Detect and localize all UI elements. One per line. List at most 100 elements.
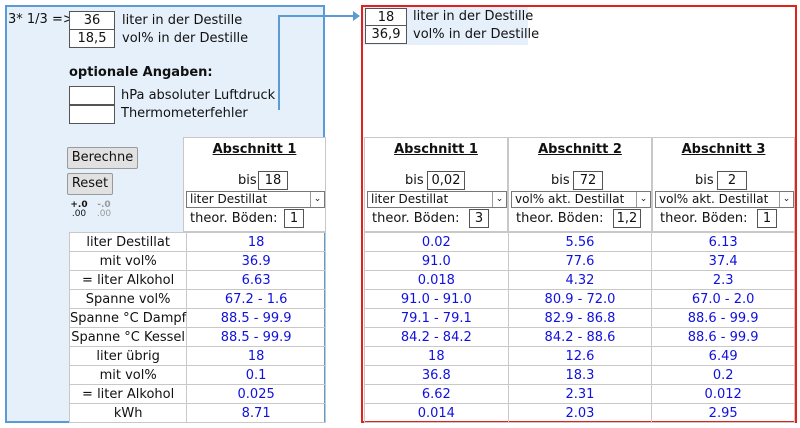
row-value: 67.0 - 2.0 xyxy=(651,289,795,309)
table-row: Spanne °C Kessel 88.5 - 99.9 xyxy=(68,327,326,347)
row-label: = liter Alkohol xyxy=(68,270,188,290)
row-value: 12.6 xyxy=(507,346,653,366)
chevron-down-icon: ⌄ xyxy=(636,192,650,207)
section-select-value: vol% akt. Destillat xyxy=(515,192,625,206)
bis-label: bis xyxy=(238,173,257,188)
row-value: 36.8 xyxy=(364,365,509,385)
row-value: 88.5 - 99.9 xyxy=(186,327,326,347)
left-liter-label: liter in der Destille xyxy=(122,13,243,28)
row-value: 0.02 xyxy=(364,232,509,252)
calculate-button[interactable]: Berechne xyxy=(67,147,138,169)
row-value: 79.1 - 79.1 xyxy=(364,308,509,328)
table-row: liter Destillat 18 xyxy=(68,232,326,252)
table-row: kWh 8.71 xyxy=(68,403,326,423)
boeden-label: theor. Böden: xyxy=(372,211,460,226)
row-label: kWh xyxy=(68,403,188,423)
bis-label: bis xyxy=(405,173,424,188)
row-value: 0.014 xyxy=(364,403,509,423)
row-value: 0.025 xyxy=(186,384,326,404)
table-row: = liter Alkohol 6.63 xyxy=(68,270,326,290)
arrow-head-icon xyxy=(353,11,360,21)
row-value: 6.13 xyxy=(651,232,795,252)
section-select-value: liter Destillat xyxy=(190,192,268,206)
row-label: Spanne °C Kessel xyxy=(68,327,188,347)
bis-input[interactable]: 18 xyxy=(258,171,288,190)
chevron-down-icon: ⌄ xyxy=(779,192,793,207)
row-value: 0.2 xyxy=(651,365,795,385)
section-title: Abschnitt 3 xyxy=(681,142,766,157)
row-value: 2.31 xyxy=(507,384,653,404)
pressure-label: hPa absoluter Luftdruck xyxy=(121,88,276,103)
boeden-label: theor. Böden: xyxy=(660,211,748,226)
table-row: 18 12.6 6.49 xyxy=(364,346,795,366)
table-row: 91.0 - 91.0 80.9 - 72.0 67.0 - 2.0 xyxy=(364,289,795,309)
table-row: 0.02 5.56 6.13 xyxy=(364,232,795,252)
right-vol-label: vol% in der Destille xyxy=(413,27,540,42)
row-value: 88.5 - 99.9 xyxy=(186,308,326,328)
row-value: 67.2 - 1.6 xyxy=(186,289,326,309)
left-liter-input[interactable]: 36 xyxy=(69,11,115,30)
left-section-header: Abschnitt 1 bis 18 liter Destillat ⌄ the… xyxy=(183,137,326,232)
row-label: = liter Alkohol xyxy=(68,384,188,404)
boeden-input[interactable]: 3 xyxy=(469,209,489,228)
bis-input[interactable]: 0,02 xyxy=(427,171,465,190)
section-title: Abschnitt 1 xyxy=(394,142,478,157)
row-label: liter Destillat xyxy=(68,232,188,252)
left-vol-label: vol% in der Destille xyxy=(122,31,249,46)
table-row: Spanne °C Dampf 88.5 - 99.9 xyxy=(68,308,326,328)
row-value: 0.012 xyxy=(651,384,795,404)
right-liter-label: liter in der Destille xyxy=(413,9,534,24)
row-value: 18 xyxy=(364,346,509,366)
section-select[interactable]: vol% akt. Destillat ⌄ xyxy=(511,191,651,208)
section-title: Abschnitt 2 xyxy=(538,142,622,157)
row-value: 77.6 xyxy=(507,251,653,271)
row-value: 8.71 xyxy=(186,403,326,423)
right-liter-input[interactable]: 18 xyxy=(365,8,407,27)
table-row: 84.2 - 84.2 84.2 - 88.6 88.6 - 99.9 xyxy=(364,327,795,347)
boeden-label: theor. Böden: xyxy=(190,211,278,226)
table-row: 79.1 - 79.1 82.9 - 86.8 88.6 - 99.9 xyxy=(364,308,795,328)
boeden-label: theor. Böden: xyxy=(516,211,604,226)
row-value: 5.56 xyxy=(507,232,653,252)
connector-line xyxy=(278,15,356,17)
row-value: 88.6 - 99.9 xyxy=(651,327,795,347)
row-value: 18.3 xyxy=(507,365,653,385)
boeden-input[interactable]: 1 xyxy=(757,209,777,228)
bis-input[interactable]: 2 xyxy=(717,171,747,190)
section-header-3: Abschnitt 3 bis 2 vol% akt. Destillat ⌄ theor… xyxy=(652,137,795,232)
row-value: 91.0 xyxy=(364,251,509,271)
row-value: 82.9 - 86.8 xyxy=(507,308,653,328)
row-label: Spanne °C Dampf xyxy=(68,308,188,328)
row-value: 6.62 xyxy=(364,384,509,404)
row-label: mit vol% xyxy=(68,365,188,385)
section-select[interactable]: liter Destillat ⌄ xyxy=(186,191,325,208)
section-select[interactable]: vol% akt. Destillat ⌄ xyxy=(655,191,794,208)
table-row: 0.014 2.03 2.95 xyxy=(364,403,795,423)
bis-input[interactable]: 72 xyxy=(573,171,603,190)
reset-button[interactable]: Reset xyxy=(67,173,113,195)
row-label: Spanne vol% xyxy=(68,289,188,309)
thermo-input[interactable] xyxy=(69,105,115,124)
row-value: 80.9 - 72.0 xyxy=(507,289,653,309)
row-label: liter übrig xyxy=(68,346,188,366)
section-select[interactable]: liter Destillat ⌄ xyxy=(367,191,507,208)
section-title: Abschnitt 1 xyxy=(212,142,297,157)
chevron-down-icon: ⌄ xyxy=(492,192,506,207)
more-decimals-icon[interactable]: +.0.00 xyxy=(70,200,88,219)
pressure-input[interactable] xyxy=(69,86,115,105)
row-value: 37.4 xyxy=(651,251,795,271)
chevron-down-icon: ⌄ xyxy=(310,192,324,207)
left-vol-input[interactable]: 18,5 xyxy=(69,29,115,48)
row-value: 84.2 - 84.2 xyxy=(364,327,509,347)
bis-label: bis xyxy=(551,173,570,188)
table-row: 36.8 18.3 0.2 xyxy=(364,365,795,385)
left-results-table: liter Destillat 18 mit vol% 36.9 = liter Alk… xyxy=(68,232,326,423)
boeden-input[interactable]: 1,2 xyxy=(613,209,641,228)
boeden-input[interactable]: 1 xyxy=(284,209,304,228)
connector-line xyxy=(278,15,280,110)
less-decimals-icon[interactable]: -.0.00 xyxy=(96,200,112,219)
left-prefix: 3* 1/3 => xyxy=(8,12,74,27)
row-label: mit vol% xyxy=(68,251,188,271)
right-vol-input[interactable]: 36,9 xyxy=(365,25,407,44)
table-row: liter übrig 18 xyxy=(68,346,326,366)
